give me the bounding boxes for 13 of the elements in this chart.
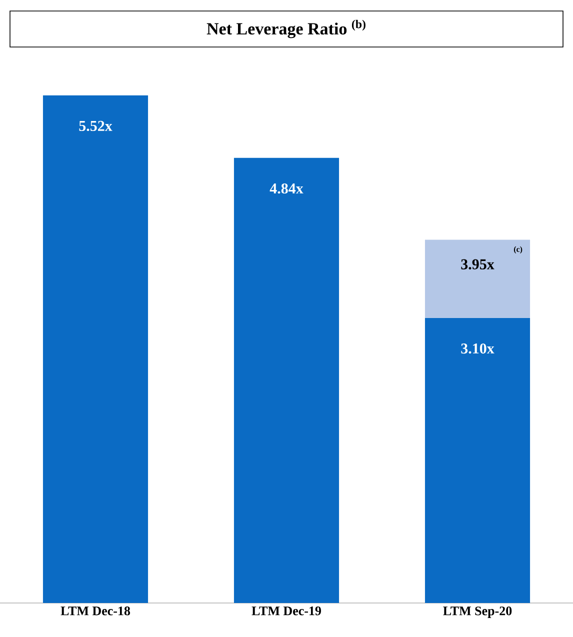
bar	[424, 240, 530, 318]
x-tick-label: LTM Dec-18	[60, 606, 130, 616]
data-label: 3.10x	[461, 343, 494, 354]
x-tick-label: LTM Sep-20	[443, 606, 512, 618]
data-label: 5.52x	[79, 120, 112, 132]
chart-title: Net Leverage Ratio $^{(b)}$	[206, 20, 366, 38]
annotation: (c)	[514, 246, 522, 254]
bar	[424, 318, 530, 603]
data-label: 4.84x	[270, 183, 304, 194]
x-tick-label: LTM Dec-19	[252, 606, 321, 616]
bar	[42, 95, 148, 603]
annotation: 3.95x	[461, 259, 494, 270]
bar	[234, 158, 340, 603]
